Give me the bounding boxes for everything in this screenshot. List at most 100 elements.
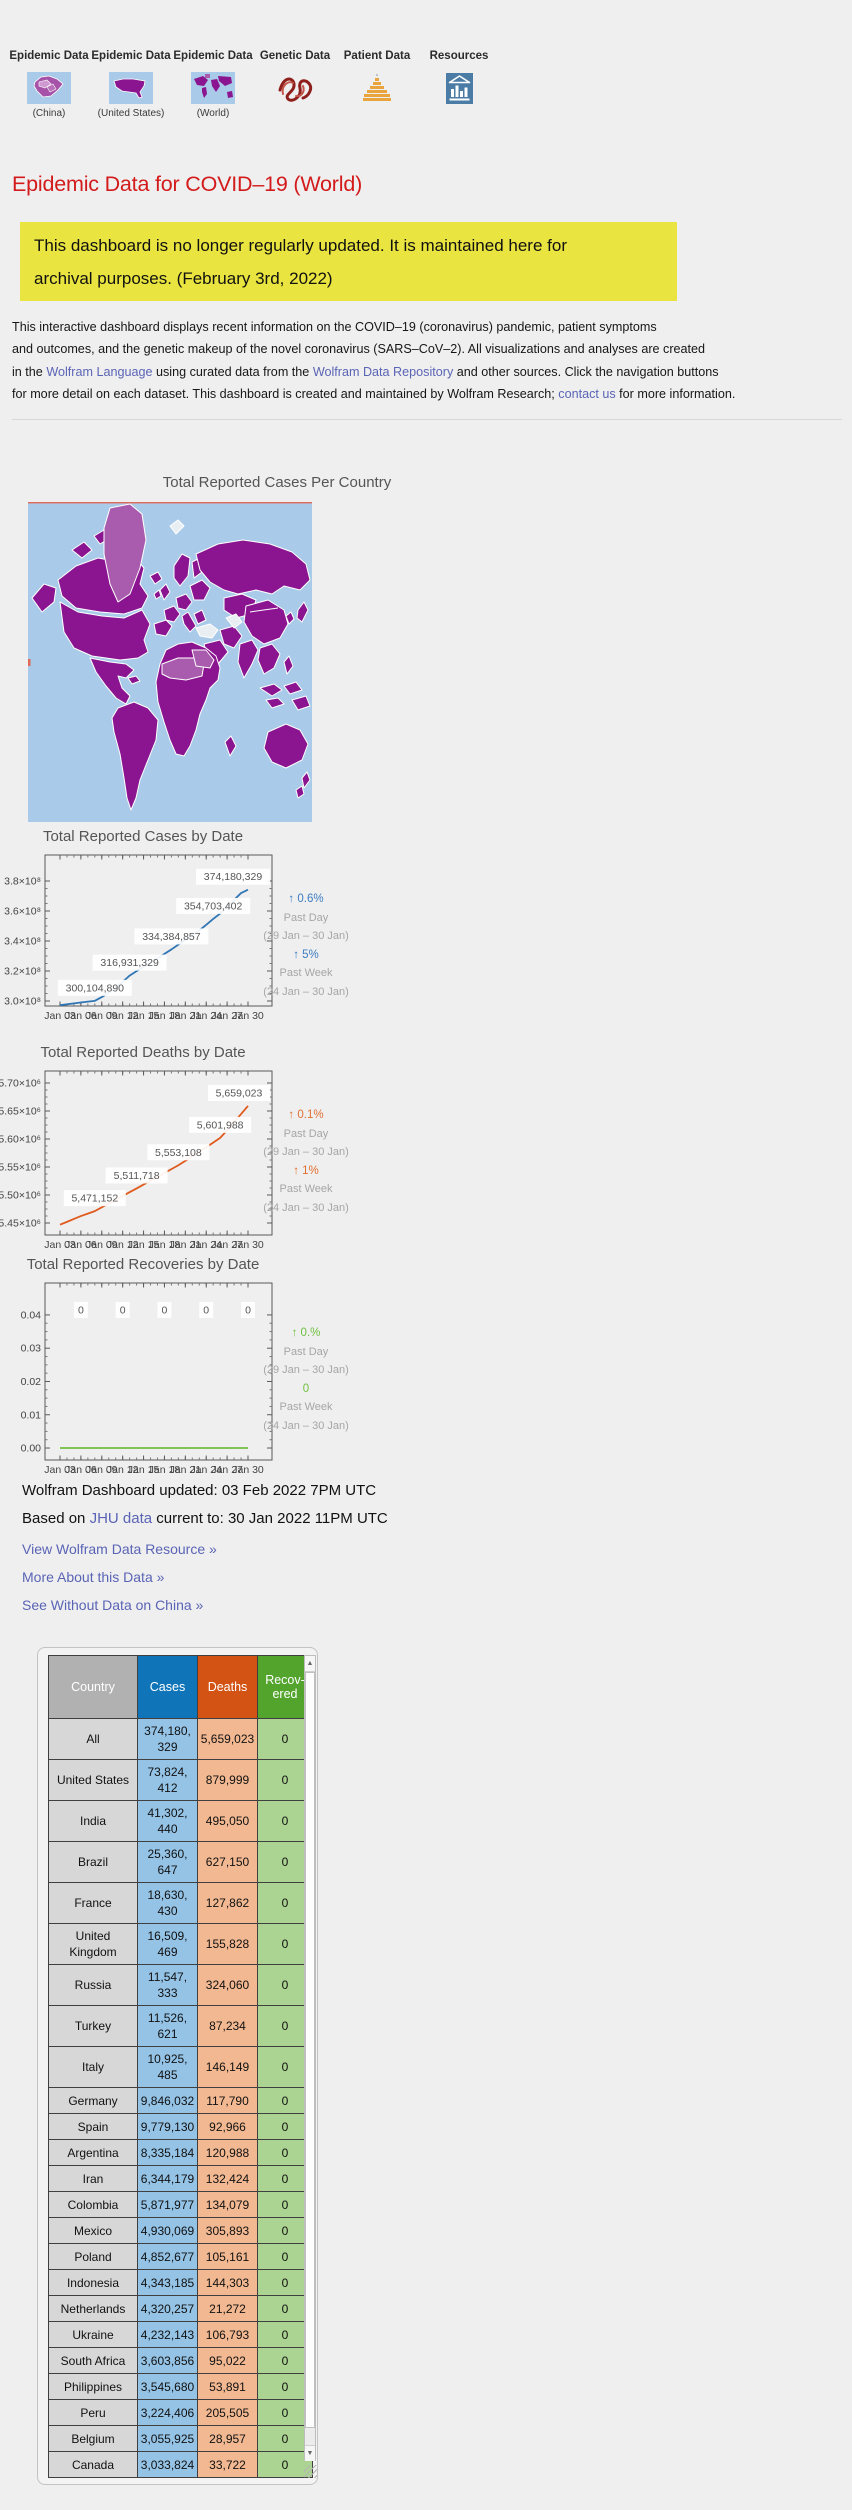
cases-cell: 25,360, 647 <box>137 1841 198 1883</box>
without-china-data-link[interactable]: See Without Data on China » <box>22 1597 204 1613</box>
cases-cell: 4,320,257 <box>137 2295 198 2322</box>
change-range: (24 Jan – 30 Jan) <box>263 1201 349 1214</box>
cases-cell: 6,344,179 <box>137 2165 198 2192</box>
change-percent: ↑ 0.1% <box>288 1109 324 1121</box>
jhu-data-link[interactable]: JHU data <box>89 1510 153 1527</box>
intro-link[interactable]: contact us <box>558 387 616 402</box>
svg-text:Jan 12: Jan 12 <box>107 1010 139 1022</box>
nav-item-resources[interactable]: Resources <box>418 50 500 108</box>
svg-text:Jan 15: Jan 15 <box>128 1010 160 1022</box>
intro-link[interactable]: Wolfram Data Repository <box>312 364 454 379</box>
country-cell: Netherlands <box>48 2295 138 2322</box>
svg-text:Jan 18: Jan 18 <box>149 1464 181 1476</box>
deaths-cell: 5,659,023 <box>197 1718 258 1760</box>
scroll-up-button[interactable]: ▲ <box>305 1656 315 1672</box>
change-percent: ↑ 1% <box>293 1164 319 1177</box>
table-row: Colombia 5,871,977 134,079 0 <box>48 2191 313 2218</box>
table-row: Canada 3,033,824 33,722 0 <box>48 2451 313 2478</box>
change-percent: ↑ 0.6% <box>288 893 324 905</box>
deaths-cell: 92,966 <box>197 2113 258 2140</box>
svg-text:0.02: 0.02 <box>21 1376 42 1388</box>
scroll-down-button[interactable]: ▼ <box>305 2445 315 2461</box>
svg-text:Jan 03: Jan 03 <box>44 1464 76 1476</box>
svg-text:3.2×10⁸: 3.2×10⁸ <box>4 966 41 978</box>
cases-cell: 16,509, 469 <box>137 1923 198 1965</box>
svg-text:Jan 18: Jan 18 <box>149 1239 181 1251</box>
intro-text: This interactive dashboard displays rece… <box>12 320 706 379</box>
recovered-column-header: Recov- ered <box>257 1655 313 1719</box>
nav-label: Epidemic Data <box>173 50 253 62</box>
more-about-data-link[interactable]: More About this Data » <box>22 1569 165 1585</box>
scrollbar-thumb[interactable] <box>305 1672 315 2428</box>
change-caption: Past Week <box>279 967 333 980</box>
cases-cell: 9,779,130 <box>137 2113 198 2140</box>
deaths-cell: 134,079 <box>197 2191 258 2218</box>
svg-text:Jan 30: Jan 30 <box>232 1239 264 1251</box>
country-cell: Indonesia <box>48 2269 138 2296</box>
deaths-cell: 495,050 <box>197 1800 258 1842</box>
change-range: (29 Jan – 30 Jan) <box>263 1146 349 1159</box>
nav-caption: (China) <box>32 108 66 119</box>
deaths-cell: 155,828 <box>197 1923 258 1965</box>
cases-cell: 10,925, 485 <box>137 2046 198 2088</box>
cases-cell: 4,852,677 <box>137 2243 198 2270</box>
nav-item-genetic-data[interactable]: Genetic Data <box>254 50 336 108</box>
svg-text:Jan 18: Jan 18 <box>149 1010 181 1022</box>
based-on-suffix: current to: 30 Jan 2022 11PM UTC <box>152 1510 388 1527</box>
intro-link[interactable]: Wolfram Language <box>46 364 153 379</box>
view-data-resource-link[interactable]: View Wolfram Data Resource » <box>22 1541 217 1557</box>
china-map-icon <box>8 69 90 107</box>
country-cell: Mexico <box>48 2217 138 2244</box>
cases-chart-summary: ↑ 0.6% Past Day (29 Jan – 30 Jan) ↑ 5% Past … <box>236 890 376 1002</box>
panel-resize-grip[interactable] <box>304 2465 317 2478</box>
svg-text:Jan 03: Jan 03 <box>44 1010 76 1022</box>
country-cell: India <box>48 1800 138 1842</box>
bank-chart-icon <box>418 69 500 107</box>
country-cell: France <box>48 1882 138 1924</box>
nav-item-epidemic-china[interactable]: Epidemic Data (China) <box>8 50 90 119</box>
nav-item-epidemic-us[interactable]: Epidemic Data (United States) <box>90 50 172 119</box>
country-cell: United Kingdom <box>48 1923 138 1965</box>
deaths-cell: 106,793 <box>197 2321 258 2348</box>
svg-text:0: 0 <box>245 1304 251 1316</box>
svg-text:Jan 09: Jan 09 <box>86 1464 118 1476</box>
change-percent: 0 <box>302 1382 310 1395</box>
divider <box>12 419 842 420</box>
cases-cell: 3,055,925 <box>137 2425 198 2452</box>
cases-cell: 8,335,184 <box>137 2139 198 2166</box>
deaths-chart-title: Total Reported Deaths by Date <box>40 1044 246 1061</box>
country-cell: South Africa <box>48 2347 138 2374</box>
table-row: Italy 10,925, 485 146,149 0 <box>48 2046 313 2088</box>
deaths-cell: 28,957 <box>197 2425 258 2452</box>
change-percent: ↑ 0.% <box>291 1327 321 1339</box>
recovered-cell: 0 <box>257 2046 313 2088</box>
country-cell: Italy <box>48 2046 138 2088</box>
table-row: Poland 4,852,677 105,161 0 <box>48 2243 313 2270</box>
change-range: (29 Jan – 30 Jan) <box>263 1364 349 1377</box>
deaths-cell: 132,424 <box>197 2165 258 2192</box>
deaths-cell: 205,505 <box>197 2399 258 2426</box>
table-row: Peru 3,224,406 205,505 0 <box>48 2399 313 2426</box>
nav-item-epidemic-world[interactable]: Epidemic Data (World) <box>172 50 254 119</box>
cases-cell: 5,871,977 <box>137 2191 198 2218</box>
protein-icon <box>254 69 336 107</box>
country-cell: United States <box>48 1759 138 1801</box>
svg-text:Jan 12: Jan 12 <box>107 1239 139 1251</box>
table-scrollbar[interactable]: ▲ ▼ <box>304 1655 316 2461</box>
intro-text: using curated data from the <box>152 364 313 379</box>
us-map-icon <box>90 69 172 107</box>
cases-cell: 4,232,143 <box>137 2321 198 2348</box>
country-cell: Peru <box>48 2399 138 2426</box>
svg-text:5.70×10⁶: 5.70×10⁶ <box>0 1077 41 1089</box>
svg-text:Jan 15: Jan 15 <box>128 1464 160 1476</box>
table-row: Indonesia 4,343,185 144,303 0 <box>48 2269 313 2296</box>
country-cell: Germany <box>48 2087 138 2114</box>
svg-text:Jan 27: Jan 27 <box>211 1464 243 1476</box>
world-map-icon <box>172 69 254 107</box>
recoveries-chart-block: Total Reported Recoveries by Date 0.00 0.… <box>0 1256 400 1482</box>
table-row: Iran 6,344,179 132,424 0 <box>48 2165 313 2192</box>
deaths-cell: 105,161 <box>197 2243 258 2270</box>
svg-text:5,471,152: 5,471,152 <box>71 1193 118 1205</box>
nav-item-patient-data[interactable]: Patient Data <box>336 50 418 108</box>
